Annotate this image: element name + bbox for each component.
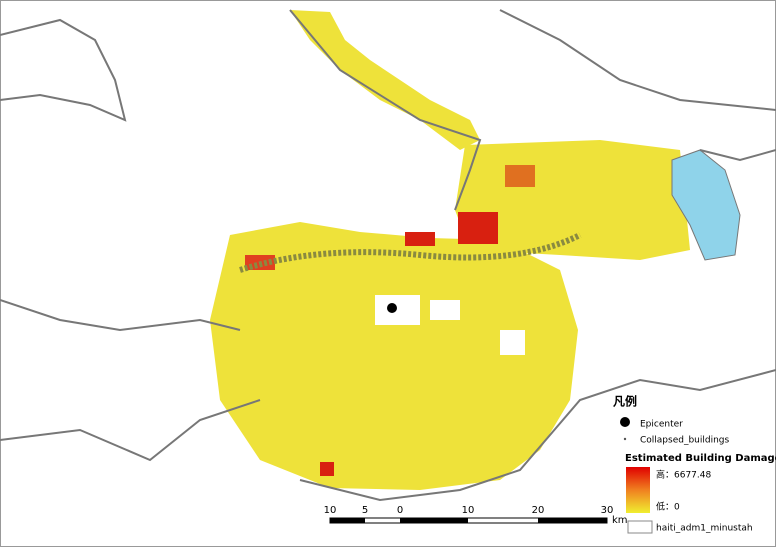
coastline: [0, 299, 241, 332]
hot-spot: [505, 165, 535, 187]
legend-low: 低：0: [656, 501, 680, 513]
legend-item: Collapsed_buildings: [640, 436, 730, 446]
gap: [500, 330, 525, 355]
hot-spot: [458, 212, 498, 244]
scale-bar-segment: [400, 518, 468, 523]
scale-label: 5: [362, 505, 368, 516]
coastline: [0, 18, 127, 122]
scale-label: 20: [532, 505, 545, 516]
hot-spot: [320, 462, 334, 476]
scale-label: 0: [397, 505, 403, 516]
legend-item: haiti_adm1_minustah: [656, 524, 753, 534]
gap: [430, 300, 460, 320]
legend-high: 高：6677.48: [656, 469, 711, 481]
legend-gradient: [626, 467, 650, 513]
scale-label: 10: [324, 505, 337, 516]
coastline: [699, 149, 776, 162]
legend-symbol: [627, 520, 653, 534]
legend-title: 凡例: [613, 394, 637, 409]
coastline: [499, 9, 776, 111]
lake: [671, 149, 741, 261]
coastline: [299, 369, 776, 502]
hot-spot: [405, 232, 435, 246]
coastline: [289, 9, 482, 211]
scale-bar-segment: [538, 518, 607, 523]
collapsed-buildings: [239, 232, 582, 273]
damage-area: [290, 10, 480, 150]
legend-symbol: [620, 417, 630, 427]
gap: [375, 295, 420, 325]
coastline: [0, 399, 261, 462]
scale-label: 10: [462, 505, 475, 516]
scale-bar-segment: [330, 518, 365, 523]
legend-subtitle: Estimated Building Damage: [625, 453, 776, 464]
scale-unit: km: [612, 515, 628, 526]
legend-item: Epicenter: [640, 420, 683, 430]
legend-symbol: [623, 437, 627, 441]
epicenter: [387, 303, 397, 313]
scale-label: 30: [601, 505, 614, 516]
damage-area: [210, 222, 578, 490]
